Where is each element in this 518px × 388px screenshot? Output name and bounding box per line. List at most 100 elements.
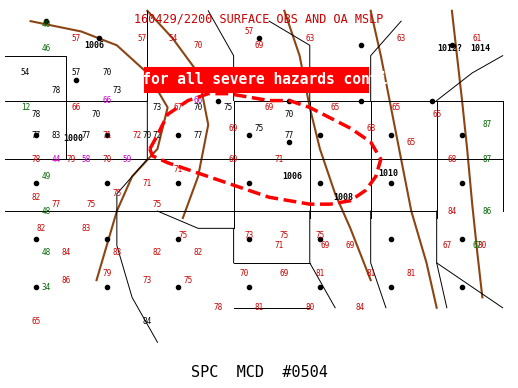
Text: 67: 67 [442, 241, 452, 250]
Text: 75: 75 [183, 275, 193, 285]
Text: 70: 70 [193, 41, 203, 50]
Text: 1010: 1010 [379, 169, 398, 178]
Text: 70: 70 [142, 131, 152, 140]
Text: 83: 83 [112, 248, 122, 257]
Text: 70: 70 [193, 103, 203, 112]
Text: 86: 86 [483, 206, 492, 216]
Text: 69: 69 [265, 103, 274, 112]
Text: 75: 75 [280, 231, 289, 240]
Text: 44: 44 [51, 155, 61, 164]
Text: 12: 12 [21, 103, 30, 112]
Text: 67: 67 [472, 241, 482, 250]
Text: 72: 72 [133, 131, 142, 140]
Text: SPC  MCD  #0504: SPC MCD #0504 [191, 365, 327, 380]
Text: 75: 75 [153, 200, 162, 209]
Text: 58: 58 [82, 155, 91, 164]
Text: 160429/2200 SURFACE OBS AND OA MSLP: 160429/2200 SURFACE OBS AND OA MSLP [134, 12, 384, 26]
Text: 72: 72 [153, 131, 162, 140]
Text: 80: 80 [478, 241, 487, 250]
Text: 86: 86 [62, 275, 71, 285]
Text: 71: 71 [275, 155, 284, 164]
Text: 73: 73 [244, 231, 253, 240]
Text: 77: 77 [31, 131, 40, 140]
Text: 80: 80 [305, 303, 314, 312]
Text: 66: 66 [193, 96, 203, 105]
Text: 84: 84 [62, 248, 71, 257]
Text: 54: 54 [21, 68, 30, 78]
Text: 73: 73 [112, 86, 122, 95]
Text: 69: 69 [229, 124, 238, 133]
Text: 79: 79 [66, 155, 76, 164]
Text: 84: 84 [142, 317, 152, 326]
Text: 1012?: 1012? [437, 44, 462, 53]
Text: 54: 54 [168, 34, 177, 43]
Text: 71: 71 [275, 241, 284, 250]
Text: 65: 65 [392, 103, 401, 112]
Text: 71: 71 [173, 165, 182, 174]
Text: 74: 74 [142, 75, 152, 84]
Text: 65: 65 [330, 103, 340, 112]
Text: 48: 48 [41, 206, 50, 216]
Text: 83: 83 [51, 131, 61, 140]
Text: 75: 75 [87, 200, 96, 209]
Text: 68: 68 [366, 124, 376, 133]
Text: 57: 57 [138, 34, 147, 43]
Text: 75: 75 [178, 231, 188, 240]
Text: 69: 69 [254, 41, 264, 50]
Text: 77: 77 [82, 131, 91, 140]
Text: 82: 82 [31, 193, 40, 202]
Text: 77: 77 [193, 131, 203, 140]
Text: 77: 77 [51, 200, 61, 209]
Text: 68: 68 [447, 155, 456, 164]
Text: 81: 81 [407, 269, 416, 278]
Text: 57: 57 [71, 68, 81, 78]
Text: 84: 84 [356, 303, 365, 312]
Text: 81: 81 [315, 269, 325, 278]
Text: 75: 75 [254, 124, 264, 133]
Text: 78: 78 [31, 155, 40, 164]
Text: 82: 82 [153, 248, 162, 257]
Text: 48: 48 [41, 248, 50, 257]
Text: 1014: 1014 [470, 44, 490, 53]
Text: 87: 87 [483, 120, 492, 129]
Text: 84: 84 [447, 206, 456, 216]
Text: 57: 57 [71, 34, 81, 43]
Text: 70: 70 [239, 269, 249, 278]
Text: 81: 81 [366, 269, 376, 278]
Text: 75: 75 [315, 231, 325, 240]
Text: Threat for all severe hazards continues.: Threat for all severe hazards continues. [81, 72, 431, 87]
Text: 79: 79 [102, 269, 111, 278]
Text: 70: 70 [102, 68, 111, 78]
Text: 69: 69 [320, 241, 329, 250]
Text: 66: 66 [71, 103, 81, 112]
Text: 69: 69 [280, 269, 289, 278]
Text: 1000: 1000 [64, 134, 84, 143]
Text: 40: 40 [41, 20, 50, 29]
Text: 73: 73 [142, 275, 152, 285]
Text: 75: 75 [224, 103, 233, 112]
Text: 77: 77 [285, 131, 294, 140]
FancyBboxPatch shape [145, 68, 368, 92]
Text: 46: 46 [41, 44, 50, 53]
Text: 71: 71 [142, 179, 152, 188]
Text: 34: 34 [41, 282, 50, 291]
Text: 65: 65 [432, 110, 441, 119]
Text: 57: 57 [244, 27, 253, 36]
Text: 70: 70 [285, 110, 294, 119]
Text: 82: 82 [193, 248, 203, 257]
Text: 65: 65 [407, 137, 416, 147]
Text: 82: 82 [36, 224, 46, 233]
Text: 63: 63 [305, 34, 314, 43]
Text: 67: 67 [173, 103, 182, 112]
Text: 63: 63 [396, 34, 406, 43]
Text: 66: 66 [102, 96, 111, 105]
Text: 71: 71 [102, 131, 111, 140]
Text: 75: 75 [112, 189, 122, 198]
Text: 70: 70 [92, 110, 101, 119]
Text: 69: 69 [346, 241, 355, 250]
Text: 1006: 1006 [84, 41, 104, 50]
Text: 65: 65 [31, 317, 40, 326]
Text: 78: 78 [214, 303, 223, 312]
Text: 87: 87 [483, 155, 492, 164]
Text: 70: 70 [102, 155, 111, 164]
